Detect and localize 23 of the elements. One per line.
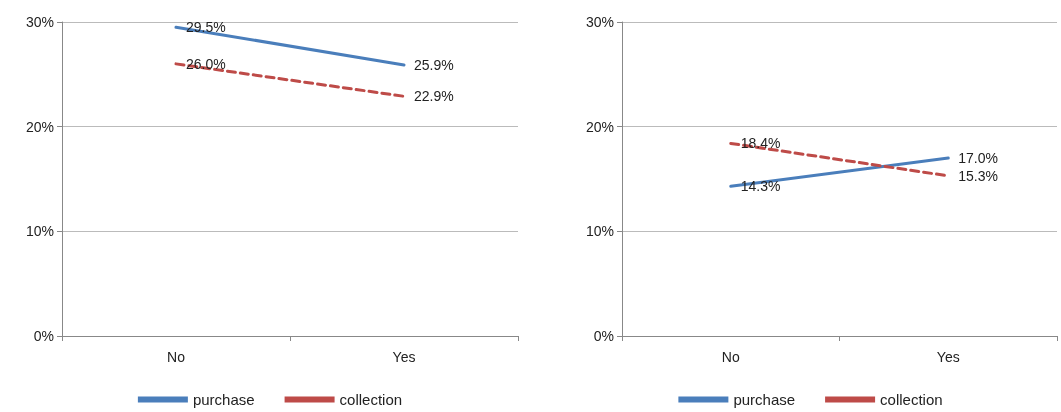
x-tick-label: Yes	[936, 349, 960, 365]
x-tick-label: Yes	[392, 349, 416, 365]
data-label: 15.3%	[958, 167, 998, 184]
y-tick-label: 30%	[585, 14, 614, 30]
y-tick-label: 0%	[33, 328, 54, 344]
data-label: 25.9%	[414, 56, 454, 73]
legend-label: collection	[339, 391, 403, 408]
x-tick-label: No	[167, 349, 186, 365]
y-tick-label: 10%	[25, 223, 54, 240]
data-label: 18.4%	[740, 135, 781, 152]
data-label: 17.0%	[958, 150, 998, 167]
data-label: 26.0%	[186, 55, 226, 72]
y-tick-label: 20%	[585, 118, 614, 135]
legend-label: purchase	[733, 391, 796, 408]
y-tick-label: 10%	[585, 223, 614, 240]
legend-label: collection	[880, 391, 943, 408]
y-tick-label: 30%	[25, 14, 54, 30]
y-tick-label: 0%	[593, 328, 614, 344]
y-tick-label: 20%	[25, 118, 54, 135]
x-tick-label: No	[721, 349, 740, 365]
legend-label: purchase	[192, 391, 255, 408]
data-label: 14.3%	[740, 178, 781, 195]
data-label: 22.9%	[414, 88, 454, 105]
